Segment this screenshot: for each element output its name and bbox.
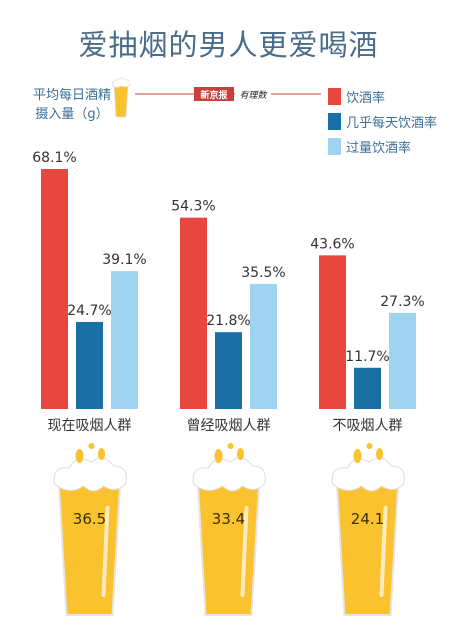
legend-item-daily-drink-rate: 几乎每天饮酒率 bbox=[328, 109, 437, 134]
alcohol-intake-value-3: 24.1 bbox=[351, 510, 384, 528]
value-label-heavy-drink-rate-3: 27.3% bbox=[380, 294, 424, 310]
value-label-drink-rate-1: 68.1% bbox=[32, 150, 76, 166]
value-label-heavy-drink-rate-2: 35.5% bbox=[241, 265, 285, 281]
bar-heavy-drink-rate-3 bbox=[389, 312, 416, 409]
chart-title: 爱抽烟的男人更爱喝酒 bbox=[78, 28, 379, 62]
category-label-2: 曾经吸烟人群 bbox=[187, 418, 271, 434]
legend-label-daily-drink-rate: 几乎每天饮酒率 bbox=[346, 116, 438, 131]
legend-swatch-drink-rate bbox=[328, 88, 341, 105]
bar-heavy-drink-rate-1 bbox=[111, 271, 138, 409]
bar-daily-drink-rate-2 bbox=[215, 332, 242, 409]
value-label-heavy-drink-rate-1: 39.1% bbox=[102, 252, 146, 268]
value-label-group: 68.1% 54.3% 43.6% 24.7% 21.8% 11.7% 39.1% 35.5%… bbox=[32, 150, 424, 365]
bar-daily-drink-rate-1 bbox=[76, 321, 103, 409]
legend-swatch-daily-drink-rate bbox=[328, 113, 341, 130]
bar-drink-rate-2 bbox=[180, 217, 207, 409]
bar-group bbox=[41, 169, 416, 409]
category-label-group: 现在吸烟人群 曾经吸烟人群 不吸烟人群 bbox=[48, 418, 403, 434]
alcohol-intake-value-1: 36.5 bbox=[73, 510, 106, 528]
beer-glass-icon-1: 36.5 bbox=[53, 443, 127, 616]
beer-glass-group: 36.5 33.4 24.1 bbox=[53, 443, 405, 616]
legend-item-drink-rate: 饮酒率 bbox=[328, 84, 437, 109]
legend-item-heavy-drink-rate: 过量饮酒率 bbox=[328, 134, 437, 159]
legend-swatch-heavy-drink-rate bbox=[328, 138, 341, 155]
legend-label-heavy-drink-rate: 过量饮酒率 bbox=[346, 141, 412, 156]
bar-drink-rate-1 bbox=[41, 169, 68, 409]
legend: 饮酒率 几乎每天饮酒率 过量饮酒率 bbox=[328, 84, 437, 159]
category-label-3: 不吸烟人群 bbox=[333, 418, 403, 434]
bar-daily-drink-rate-3 bbox=[354, 367, 381, 409]
value-label-daily-drink-rate-1: 24.7% bbox=[67, 303, 111, 319]
alcohol-intake-label-line-2: 摄入量（g） bbox=[35, 107, 109, 122]
value-label-drink-rate-3: 43.6% bbox=[310, 236, 354, 252]
beer-glass-icon-2: 33.4 bbox=[192, 443, 266, 616]
svg-text:有理数: 有理数 bbox=[239, 90, 267, 101]
svg-text:新京报: 新京报 bbox=[200, 89, 227, 101]
value-label-daily-drink-rate-3: 11.7% bbox=[345, 349, 389, 365]
bar-heavy-drink-rate-2 bbox=[250, 283, 277, 409]
alcohol-intake-label-line-1: 平均每日酒精 bbox=[32, 88, 111, 103]
source-logo: 新京报 有理数 bbox=[194, 87, 271, 101]
alcohol-intake-label: 平均每日酒精 摄入量（g） bbox=[22, 86, 122, 124]
legend-label-drink-rate: 饮酒率 bbox=[346, 91, 386, 106]
bar-drink-rate-3 bbox=[319, 255, 346, 409]
beer-glass-small-icon bbox=[111, 77, 131, 118]
category-label-1: 现在吸烟人群 bbox=[48, 418, 132, 434]
beer-glass-icon-3: 24.1 bbox=[331, 443, 405, 616]
alcohol-intake-value-2: 33.4 bbox=[212, 510, 245, 528]
value-label-drink-rate-2: 54.3% bbox=[171, 199, 215, 215]
value-label-daily-drink-rate-2: 21.8% bbox=[206, 313, 250, 329]
